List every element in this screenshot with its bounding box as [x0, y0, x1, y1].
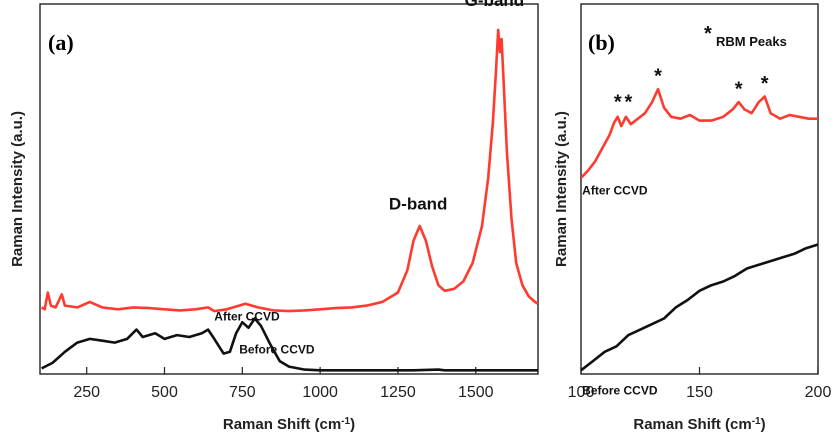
- x-tick-label: 1000: [302, 384, 338, 401]
- panel-b: 100 150 200 Raman Shift (cm-1) Raman Intensi…: [553, 3, 832, 434]
- panel-label: (a): [48, 30, 74, 55]
- x-axis-title: Raman Shift (cm-1): [223, 416, 355, 434]
- panel-a: 250 500 750 1000 1250 1500 Raman Shift (cm-1) R…: [9, 0, 539, 434]
- x-tick-label: 1250: [380, 384, 416, 401]
- x-tick-label: 250: [73, 384, 100, 401]
- series-annotation: Before CCVD: [582, 383, 658, 397]
- panel-label: (b): [588, 30, 615, 55]
- rbm-legend-text: RBM Peaks: [716, 34, 787, 49]
- x-tick-label: 750: [229, 384, 256, 401]
- x-tick-label: 200: [805, 384, 832, 401]
- y-axis-title: Raman Intensity (a.u.): [553, 111, 570, 267]
- series-annotation: After CCVD: [582, 184, 648, 198]
- band-annotation: D-band: [389, 194, 448, 213]
- series-line-before-ccvd: [581, 243, 818, 372]
- rbm-peak-marker: *: [735, 78, 743, 100]
- rbm-peak-marker: *: [761, 73, 769, 95]
- x-tick-label: 150: [686, 384, 713, 401]
- x-tick-label: 1500: [458, 384, 494, 401]
- series-annotation: After CCVD: [214, 309, 280, 323]
- x-tick-label: 500: [151, 384, 178, 401]
- rbm-peak-marker: *: [654, 65, 662, 87]
- rbm-peak-marker: *: [614, 91, 622, 113]
- plot-frame: [39, 3, 539, 375]
- x-axis-title: Raman Shift (cm-1): [633, 416, 765, 434]
- rbm-peak-marker: *: [625, 91, 633, 113]
- band-annotation: G-band: [465, 0, 525, 10]
- y-axis-title: Raman Intensity (a.u.): [9, 111, 26, 267]
- x-tick-label: 100: [568, 384, 595, 401]
- rbm-legend-star: *: [704, 23, 712, 45]
- series-annotation: Before CCVD: [239, 343, 315, 357]
- series-line-after-ccvd: [40, 28, 538, 313]
- series-line-before-ccvd: [41, 317, 538, 372]
- series-line-after-ccvd: [581, 87, 818, 179]
